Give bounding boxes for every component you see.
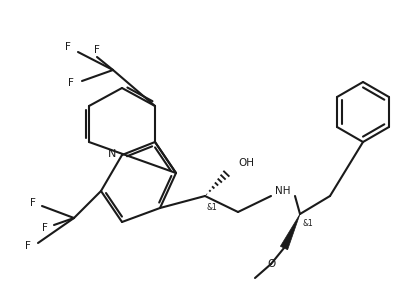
Text: NH: NH: [275, 186, 291, 196]
Text: N: N: [108, 149, 116, 159]
Text: F: F: [25, 241, 31, 251]
Text: &1: &1: [302, 219, 313, 229]
Polygon shape: [280, 214, 300, 250]
Text: F: F: [68, 78, 74, 88]
Text: F: F: [94, 45, 100, 55]
Text: F: F: [65, 42, 71, 52]
Text: F: F: [42, 223, 48, 233]
Text: O: O: [267, 259, 275, 269]
Text: OH: OH: [238, 158, 254, 168]
Text: F: F: [30, 198, 36, 208]
Text: &1: &1: [207, 202, 217, 212]
